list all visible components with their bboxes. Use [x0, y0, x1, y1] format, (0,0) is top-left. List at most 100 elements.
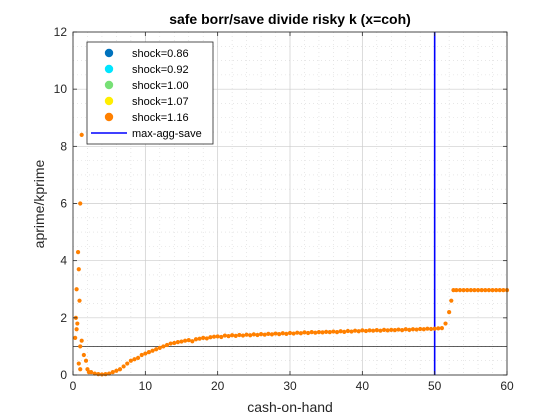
data-point: [320, 330, 325, 335]
data-point: [432, 326, 437, 331]
data-point: [295, 330, 300, 335]
data-point: [287, 330, 293, 336]
legend-label: shock=1.00: [132, 80, 189, 92]
data-point: [461, 288, 466, 293]
data-point: [77, 298, 82, 303]
data-point: [139, 352, 144, 358]
y-tick-label: 10: [54, 82, 68, 96]
data-point: [230, 333, 235, 338]
y-tick-label: 4: [60, 254, 67, 268]
data-point: [428, 326, 434, 332]
data-point: [233, 333, 238, 338]
reference-lines: [73, 32, 507, 375]
legend-marker: [104, 112, 114, 122]
data-point: [345, 328, 350, 334]
data-point: [168, 341, 173, 346]
data-point: [255, 332, 260, 338]
x-tick-label: 40: [356, 379, 370, 393]
data-point: [472, 288, 477, 293]
data-point: [103, 372, 108, 377]
data-point: [407, 327, 412, 332]
data-point: [421, 327, 426, 332]
data-point: [277, 332, 282, 337]
data-point: [81, 352, 86, 358]
data-point: [353, 328, 358, 333]
legend: shock=0.86 shock=0.92 shock=1.00 shock=1.07…: [86, 41, 214, 145]
data-point: [248, 333, 253, 338]
data-point: [219, 334, 224, 340]
x-tick-label: 0: [70, 379, 77, 393]
data-point: [475, 288, 481, 293]
data-point: [367, 328, 372, 333]
data-point: [86, 370, 92, 375]
data-point: [331, 329, 336, 334]
data-point: [190, 339, 195, 344]
data-point: [316, 330, 322, 335]
data-point: [280, 331, 285, 336]
data-points: [73, 132, 510, 377]
data-point: [327, 330, 332, 335]
data-point: [215, 334, 220, 339]
data-point: [258, 332, 264, 337]
data-point: [449, 298, 454, 303]
legend-marker: [104, 96, 114, 106]
y-tick-label: 12: [54, 25, 68, 39]
y-tick-labels: 0 2 4 6 8 10 12: [54, 25, 68, 382]
data-point: [222, 333, 227, 338]
data-point: [483, 288, 488, 293]
data-point: [197, 336, 202, 341]
data-point: [201, 335, 206, 340]
y-axis-label: aprime/kprime: [31, 159, 47, 248]
data-point: [237, 332, 242, 338]
legend-marker: [104, 48, 114, 58]
data-point: [360, 328, 365, 333]
data-point: [78, 201, 83, 206]
x-tick-label: 50: [428, 379, 442, 393]
data-point: [266, 331, 271, 336]
x-tick-label: 60: [500, 379, 514, 393]
data-point: [494, 288, 499, 293]
data-point: [157, 345, 162, 350]
data-point: [385, 328, 390, 333]
data-point: [76, 267, 81, 272]
data-point: [121, 364, 126, 369]
data-point: [410, 327, 416, 332]
data-point: [490, 288, 495, 293]
x-tick-label: 10: [139, 379, 153, 393]
data-point: [324, 329, 329, 334]
x-tick-label: 30: [283, 379, 297, 393]
legend-label: max-agg-save: [132, 128, 202, 140]
data-point: [125, 361, 130, 366]
data-point: [439, 326, 444, 331]
data-point: [262, 332, 267, 337]
data-point: [284, 331, 289, 336]
data-point: [146, 350, 152, 355]
data-point: [273, 331, 278, 336]
data-point: [143, 351, 148, 356]
data-point: [74, 287, 79, 292]
data-point: [161, 344, 166, 349]
data-point: [389, 327, 394, 332]
data-point: [425, 326, 430, 331]
data-point: [291, 331, 296, 336]
data-point: [75, 321, 80, 326]
data-point: [334, 330, 340, 335]
data-point: [479, 288, 484, 293]
data-point: [136, 355, 141, 360]
data-point: [186, 338, 191, 343]
data-point: [269, 332, 275, 337]
data-point: [78, 344, 83, 349]
data-point: [378, 328, 383, 333]
data-point: [179, 339, 184, 344]
y-tick-label: 8: [60, 139, 67, 153]
data-point: [313, 330, 318, 335]
data-point: [226, 334, 231, 339]
data-point: [302, 330, 307, 335]
data-point: [240, 333, 246, 338]
data-point: [117, 367, 123, 372]
axis-ticks: [72, 31, 508, 376]
data-point: [447, 310, 452, 315]
data-point: [298, 331, 303, 336]
data-point: [403, 327, 408, 332]
